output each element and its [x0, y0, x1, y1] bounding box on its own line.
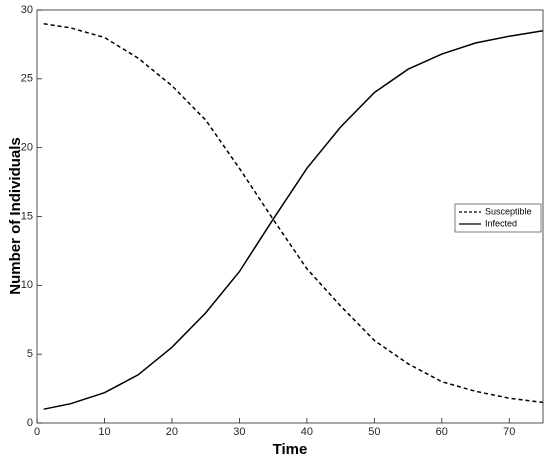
- x-tick-label: 20: [166, 426, 178, 438]
- x-tick-label: 10: [98, 426, 110, 438]
- series-line: [43, 29, 544, 410]
- x-tick-label: 40: [301, 426, 313, 438]
- legend-label: Infected: [485, 218, 517, 228]
- legend-label: Susceptible: [485, 206, 532, 216]
- legend-box: [454, 203, 542, 233]
- x-tick-label: 0: [34, 426, 40, 438]
- legend: Susceptible Infected: [454, 203, 542, 233]
- y-axis-title: Number of Individuals: [7, 137, 24, 295]
- y-tick-label: 30: [21, 4, 33, 16]
- y-tick-label: 5: [27, 348, 33, 360]
- x-axis-title: Time: [273, 441, 308, 458]
- y-tick-label: 20: [21, 142, 33, 154]
- x-tick-label: 60: [436, 426, 448, 438]
- y-tick-label: 10: [21, 279, 33, 291]
- x-tick-label: 70: [503, 426, 515, 438]
- y-tick-label: 15: [21, 210, 33, 222]
- y-tick-label: 0: [27, 417, 33, 429]
- x-tick-label: 50: [368, 426, 380, 438]
- series-line: [43, 23, 544, 404]
- x-tick-label: 30: [233, 426, 245, 438]
- y-tick-label: 25: [21, 73, 33, 85]
